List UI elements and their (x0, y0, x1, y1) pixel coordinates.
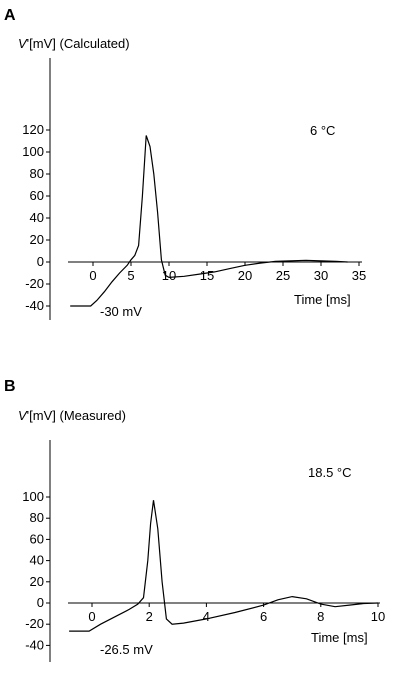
panel-b-curve (69, 500, 379, 632)
panel-letter-a: A (4, 7, 16, 24)
x-tick-label: 20 (238, 268, 252, 283)
x-tick-label: 30 (314, 268, 328, 283)
panel-a-ticks: -40 -20 0 20 40 60 80 100 120 0 5 10 15 20 25 30 35 (22, 122, 366, 313)
y-tick-label: -40 (25, 637, 44, 652)
y-tick-label: 60 (30, 531, 44, 546)
panel-a: A V'[mV] (Calculated) 6 °C -30 mV Time [… (4, 7, 366, 320)
panel-b-x-axis-label: Time [ms] (311, 630, 368, 645)
panel-a-x-axis-label: Time [ms] (294, 292, 351, 307)
x-tick-label: 8 (317, 609, 324, 624)
panel-b-y-label: '[mV] (Measured) (27, 408, 126, 423)
y-tick-label: 60 (30, 188, 44, 203)
panel-a-axes (49, 58, 362, 320)
x-tick-label: 2 (146, 609, 153, 624)
y-tick-label: 100 (22, 489, 44, 504)
panel-a-y-label: '[mV] (Calculated) (27, 36, 130, 51)
panel-a-curve (70, 135, 348, 307)
y-tick-label: 100 (22, 144, 44, 159)
x-tick-label: 15 (200, 268, 214, 283)
panel-b-temperature: 18.5 °C (308, 465, 352, 480)
x-tick-label: 25 (276, 268, 290, 283)
y-tick-label: 20 (30, 574, 44, 589)
a-series-line (70, 135, 348, 307)
y-tick-label: -20 (25, 616, 44, 631)
y-tick-label: 20 (30, 232, 44, 247)
y-tick-label: 120 (22, 122, 44, 137)
panel-letter-b: B (4, 378, 16, 395)
x-tick-label: 10 (162, 268, 176, 283)
panel-a-holding-potential: -30 mV (100, 304, 142, 319)
y-tick-label: 40 (30, 553, 44, 568)
x-tick-label: 35 (352, 268, 366, 283)
y-tick-label: 0 (37, 254, 44, 269)
panel-a-temperature: 6 °C (310, 123, 335, 138)
panel-b-axes (49, 440, 380, 662)
y-tick-label: -40 (25, 298, 44, 313)
panel-a-y-axis-title: V'[mV] (Calculated) (18, 36, 130, 51)
x-tick-label: 4 (203, 609, 210, 624)
x-tick-label: 0 (88, 609, 95, 624)
panel-a-y-symbol: V (18, 36, 28, 51)
y-tick-label: 80 (30, 510, 44, 525)
panel-b-y-axis-title: V'[mV] (Measured) (18, 408, 126, 423)
panel-b-ticks: -40 -20 0 20 40 60 80 100 0 2 4 6 8 10 (22, 489, 385, 652)
y-tick-label: 80 (30, 166, 44, 181)
panel-b-y-symbol: V (18, 408, 28, 423)
y-tick-label: 0 (37, 595, 44, 610)
panel-b: B V'[mV] (Measured) 18.5 °C -26.5 mV Tim… (4, 378, 385, 662)
x-tick-label: 5 (127, 268, 134, 283)
y-tick-label: -20 (25, 276, 44, 291)
panel-b-holding-potential: -26.5 mV (100, 642, 153, 657)
x-tick-label: 0 (89, 268, 96, 283)
y-tick-label: 40 (30, 210, 44, 225)
x-tick-label: 10 (371, 609, 385, 624)
x-tick-label: 6 (260, 609, 267, 624)
b-series-line (69, 500, 379, 632)
